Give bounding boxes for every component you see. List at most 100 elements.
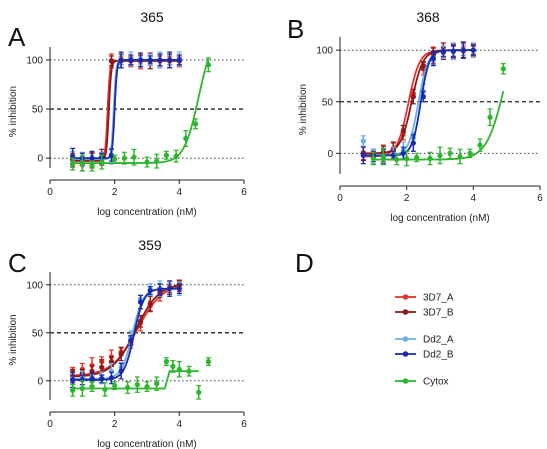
panel-b-point-dd2-b xyxy=(410,140,416,146)
panel-c-point-dd2-b xyxy=(157,287,163,293)
panel-b-point-dd2-b xyxy=(460,47,466,53)
panel-b-point-dd2-b xyxy=(430,55,436,62)
panel-a-point-dd2-b xyxy=(147,57,153,63)
panel-c-xtick-label: 2 xyxy=(112,419,118,430)
panel-b-point-3d7-b xyxy=(400,128,406,134)
panel-b-point-dd2-b xyxy=(440,49,446,55)
panel-b-point-dd2-b xyxy=(450,48,456,54)
panel-a-point-dd2-b xyxy=(108,152,115,158)
panel-a-point-cytox xyxy=(79,160,85,166)
panel-b-point-cytox xyxy=(394,156,400,163)
panel-c-fit-dd2-b xyxy=(72,287,180,381)
panel-a-xlabel: log concentration (nM) xyxy=(97,207,197,218)
panel-c-fit-cytox xyxy=(72,370,199,390)
panel-b-point-dd2-b xyxy=(390,152,396,159)
panel-a-point-dd2-b xyxy=(137,57,144,63)
legend-marker-3d7-b xyxy=(402,309,409,315)
panel-c-xtick-label: 4 xyxy=(177,419,183,430)
panel-a-point-cytox xyxy=(163,152,169,158)
panel-c-point-cytox xyxy=(125,384,131,391)
panel-a-fit-3d7-b xyxy=(72,60,180,162)
panel-a-fit-3d7-a xyxy=(72,60,180,163)
panel-c-point-cytox xyxy=(112,383,118,389)
panel-letter-c: C xyxy=(8,248,27,278)
panel-b-ytick-label: 100 xyxy=(316,46,333,57)
panel-a-point-cytox xyxy=(183,135,189,142)
panel-a-point-cytox xyxy=(131,154,137,160)
panel-a-point-dd2-b xyxy=(89,155,95,161)
panel-c-point-dd2-b xyxy=(99,376,105,382)
panel-b-xtick-label: 6 xyxy=(537,193,543,204)
panel-a-fit-cytox xyxy=(72,58,210,164)
panel-b-ylabel: % inhibition xyxy=(298,84,309,135)
panel-a-ytick-label: 0 xyxy=(37,154,43,165)
legend-marker-dd2-a xyxy=(402,336,409,342)
panel-b-point-cytox xyxy=(467,150,473,156)
legend-marker-cytox xyxy=(402,378,409,384)
legend-label-cytox: Cytox xyxy=(423,377,449,388)
panel-c-point-dd2-b xyxy=(118,368,124,374)
legend-label-dd2-b: Dd2_B xyxy=(423,350,454,361)
panel-b-point-cytox xyxy=(427,155,433,162)
panel-b-ytick-label: 50 xyxy=(322,97,334,108)
panel-c-point-3d7-b xyxy=(99,364,105,370)
chart-panel-a: 365 0 2 4 6 0 50 100 log concentration (nM) % inh… xyxy=(8,9,247,218)
panel-b-point-cytox xyxy=(404,155,410,162)
panel-c-point-dd2-b xyxy=(176,286,182,292)
panel-c-point-dd2-b xyxy=(108,375,115,381)
legend-label-3d7-a: 3D7_A xyxy=(423,293,454,304)
panel-c-point-dd2-b xyxy=(147,287,153,294)
panel-c-point-cytox xyxy=(144,383,150,390)
panel-c-point-dd2-b xyxy=(137,299,144,305)
panel-b-point-cytox xyxy=(380,153,386,160)
panel-b-point-3d7-b xyxy=(410,94,416,100)
panel-c-point-cytox xyxy=(196,389,202,395)
panel-letter-b: B xyxy=(287,14,304,44)
panel-b-xtick-label: 4 xyxy=(471,193,477,204)
panel-c-ytick-label: 100 xyxy=(26,280,43,291)
panel-b-point-cytox xyxy=(370,155,376,162)
panel-c-point-3d7-b xyxy=(118,351,124,357)
panel-c-ylabel: % inhibition xyxy=(8,314,19,365)
panel-letter-a: A xyxy=(8,22,26,52)
panel-c-ytick-label: 50 xyxy=(32,328,44,339)
panel-a-point-cytox xyxy=(154,158,160,164)
legend-label-dd2-a: Dd2_A xyxy=(423,335,454,346)
panel-a-ytick-label: 50 xyxy=(32,105,44,116)
panel-c-fit-3d7-a xyxy=(72,285,180,377)
panel-b-point-dd2-b xyxy=(360,152,366,159)
panel-b-xtick-label: 0 xyxy=(337,193,343,204)
panel-b-point-dd2-b xyxy=(400,150,406,156)
panel-b-point-cytox xyxy=(414,154,420,161)
panel-a-point-cytox xyxy=(112,156,118,162)
panel-a-point-cytox xyxy=(99,159,105,165)
panel-c-point-dd2-b xyxy=(70,377,76,383)
panel-b-point-dd2-b xyxy=(420,94,426,100)
panel-a-point-dd2-b xyxy=(70,153,76,159)
panel-c-xtick-label: 6 xyxy=(241,419,247,430)
panel-c-point-cytox xyxy=(176,366,182,372)
panel-b-point-cytox xyxy=(437,152,443,159)
panel-b-title: 368 xyxy=(416,9,440,25)
panel-b-point-dd2-b xyxy=(470,47,476,53)
panel-a-ytick-label: 100 xyxy=(26,55,43,66)
panel-b-xtick-label: 2 xyxy=(404,193,410,204)
panel-a-point-3d7-b xyxy=(108,58,115,64)
panel-b-point-3d7-b xyxy=(420,63,426,69)
panel-a-xtick-label: 4 xyxy=(177,187,183,198)
panel-a-point-cytox xyxy=(70,161,76,167)
panel-c-ytick-label: 0 xyxy=(37,376,43,387)
panel-c-point-cytox xyxy=(89,383,95,390)
panel-c-point-cytox xyxy=(186,368,192,374)
panel-a-point-dd2-b xyxy=(157,57,163,63)
panel-a-point-cytox xyxy=(144,159,150,165)
chart-panel-c: 359 0 2 4 6 0 50 100 log concentration (nM) % inh… xyxy=(8,237,247,449)
panel-a-point-dd2-b xyxy=(128,57,134,63)
panel-b-point-cytox xyxy=(487,114,493,120)
legend-label-3d7-b: 3D7_B xyxy=(423,308,454,319)
panel-c-point-dd2-b xyxy=(89,376,95,382)
panel-c-point-cytox xyxy=(170,363,176,369)
panel-letter-d: D xyxy=(295,248,314,278)
panel-a-point-cytox xyxy=(205,62,212,68)
